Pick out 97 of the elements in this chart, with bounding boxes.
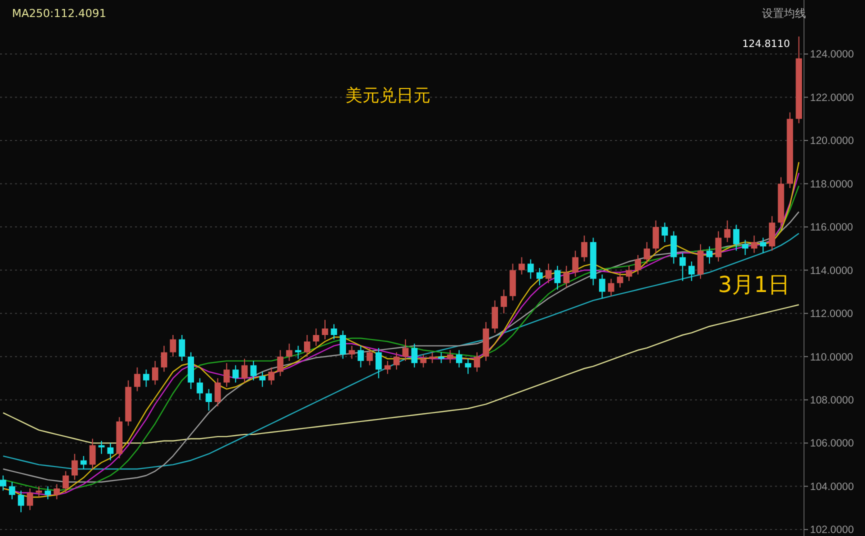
candlestick: [680, 252, 686, 282]
candlestick: [107, 442, 114, 461]
candlestick: [340, 330, 346, 360]
candlestick: [232, 364, 239, 384]
candlestick: [706, 246, 713, 264]
candlestick: [44, 486, 51, 500]
candlestick: [634, 254, 642, 275]
candlestick: [54, 484, 60, 500]
candlestick: [134, 366, 140, 392]
candlestick: [295, 345, 302, 360]
candlestick: [528, 258, 534, 280]
candlestick: [304, 334, 310, 358]
candlestick: [36, 486, 42, 498]
candlestick: [438, 352, 444, 364]
candlestick: [330, 324, 338, 340]
candlestick: [143, 369, 150, 388]
candlestick: [312, 328, 320, 346]
candlestick: [599, 274, 606, 299]
candlestick: [72, 453, 78, 480]
candlestick: [742, 239, 748, 256]
y-tick-label: 112.0000: [810, 308, 854, 320]
candlestick: [268, 366, 274, 386]
candlestick: [536, 268, 543, 286]
y-tick-label: 124.0000: [810, 48, 854, 61]
candlestick: [581, 235, 588, 262]
candlestick: [670, 230, 677, 264]
candlestick: [715, 230, 722, 262]
candlestick: [644, 242, 650, 264]
candlestick: [518, 256, 525, 275]
annotation: 3月1日: [718, 273, 790, 298]
candlestick: [492, 300, 498, 334]
candlestick: [652, 220, 659, 254]
candlestick: [411, 343, 418, 368]
candlestick: [348, 345, 355, 360]
annotation: 设置均线: [762, 7, 806, 20]
candlestick: [429, 352, 436, 364]
candlestick: [196, 378, 203, 400]
candlestick: [206, 388, 212, 412]
candlestick: [572, 250, 578, 278]
candlestick: [250, 360, 257, 381]
y-tick-label: 122.0000: [810, 92, 854, 104]
candlestick: [98, 440, 105, 454]
candlestick: [662, 222, 668, 243]
candlestick: [259, 371, 266, 388]
candlestick: [563, 265, 570, 288]
candlestick: [8, 481, 16, 500]
y-tick-label: 106.0000: [810, 438, 854, 450]
candlestick: [697, 244, 704, 280]
candlestick: [626, 265, 632, 282]
candlestick: [277, 350, 284, 377]
y-tick-label: 110.0000: [810, 351, 854, 364]
candlestick: [768, 216, 776, 252]
annotation: MA250:112.4091: [12, 7, 106, 20]
candlestick: [152, 360, 158, 386]
y-tick-label: 118.0000: [810, 178, 854, 190]
candlestick: [241, 358, 248, 384]
candlestick: [608, 278, 614, 297]
line-series: [2, 304, 800, 444]
candlestick: [0, 474, 6, 492]
candlestick: [554, 265, 561, 290]
candlestick: [178, 334, 186, 362]
candlestick: [322, 319, 328, 340]
candlestick: [456, 350, 462, 368]
candlestick: [420, 354, 426, 368]
candlestick: [393, 352, 400, 370]
candlestick: [214, 378, 221, 407]
candlestick: [760, 237, 766, 254]
candlestick: [545, 263, 552, 284]
y-tick-label: 104.0000: [810, 480, 854, 493]
candlestick: [402, 338, 409, 362]
candlestick: [751, 235, 758, 254]
candlestick: [376, 347, 382, 379]
candlestick: [286, 343, 292, 362]
candlestick: [464, 358, 472, 374]
candlestick: [160, 345, 168, 372]
candlestick: [366, 347, 373, 366]
candlestick: [170, 334, 176, 358]
candlestick: [26, 488, 34, 511]
candlestick: [500, 289, 507, 314]
y-tick-label: 114.0000: [810, 264, 854, 277]
candlestick: [447, 350, 454, 364]
y-tick-label: 120.0000: [810, 135, 854, 148]
annotation: 124.8110: [742, 39, 790, 50]
candlestick: [474, 352, 480, 372]
candlestick: [724, 220, 730, 243]
candlestick: [18, 490, 24, 513]
candlestick: [89, 438, 96, 470]
candlestick: [224, 362, 230, 388]
candlestick: [62, 470, 69, 494]
y-tick-label: 116.0000: [810, 222, 854, 234]
text: 美元兑日元: [346, 86, 430, 106]
candlestick: [616, 272, 624, 288]
y-tick-label: 108.0000: [810, 394, 854, 407]
y-tick-label: 102.0000: [810, 524, 854, 536]
candlestick: [688, 261, 695, 282]
candlestick: [733, 224, 740, 252]
candlestick: [358, 345, 364, 368]
